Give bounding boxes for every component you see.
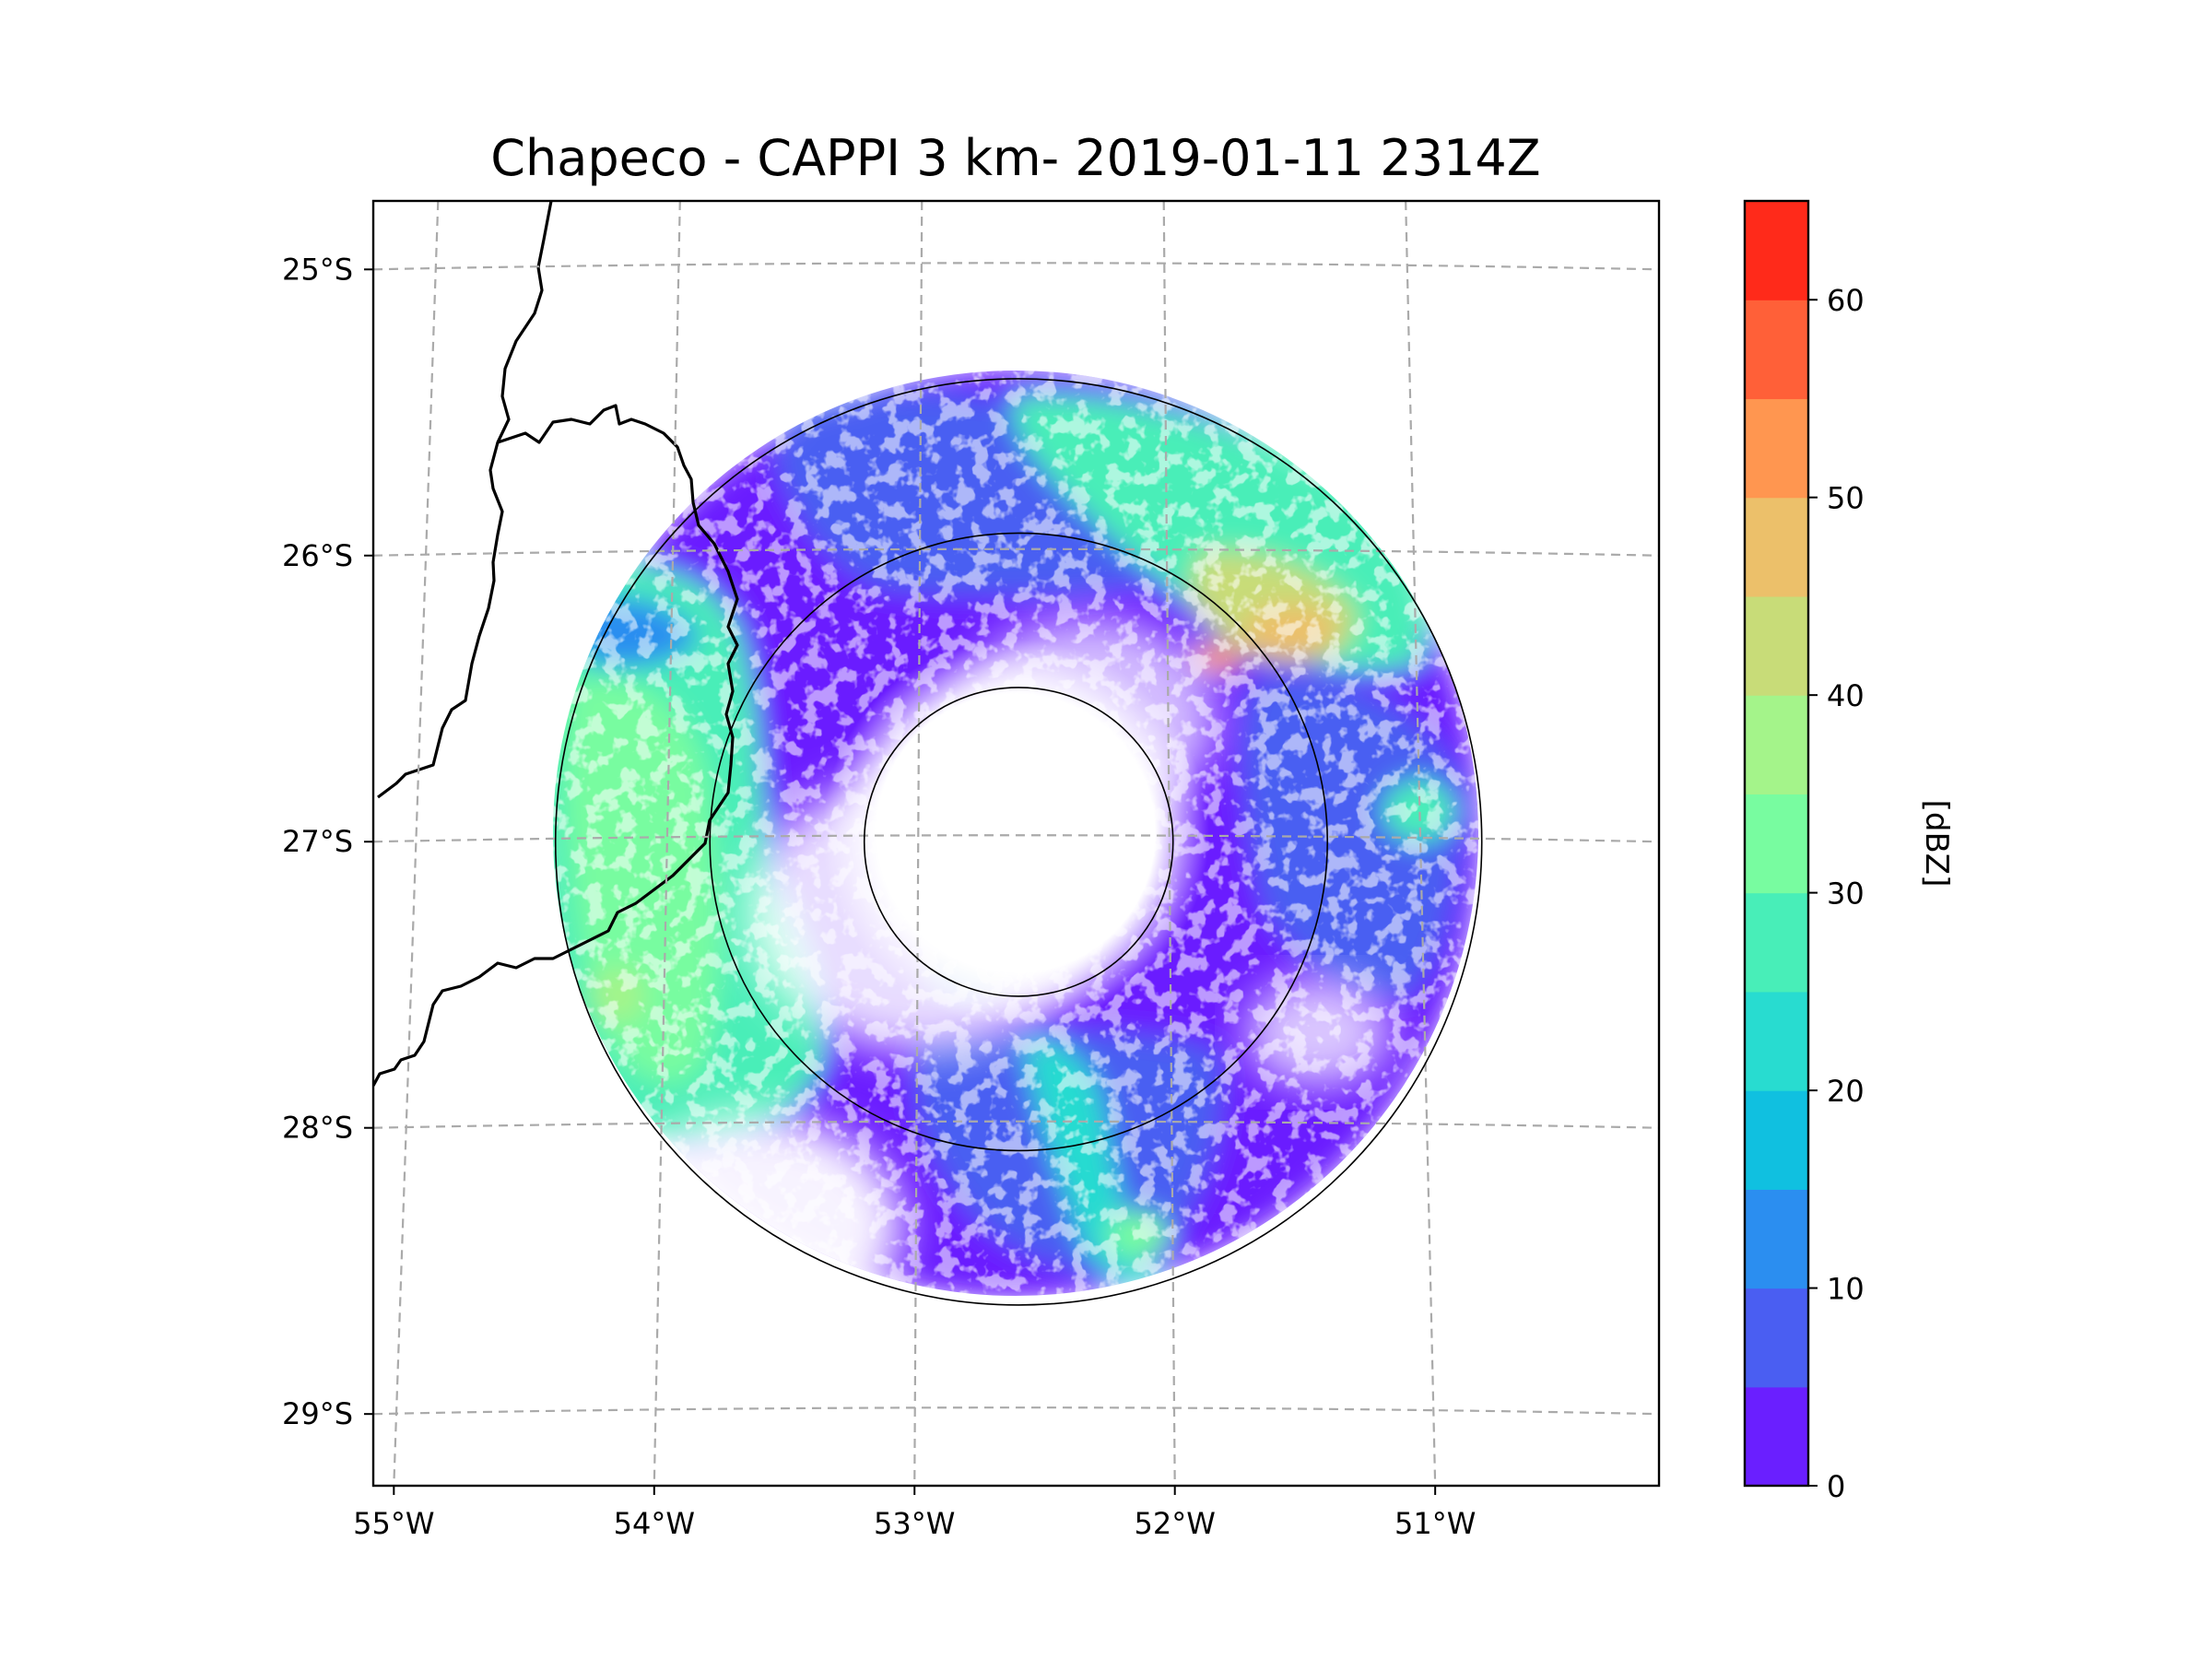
border-paraguay-brazil bbox=[377, 201, 553, 799]
latitude-tick-labels: 25°S 26°S 27°S 28°S 29°S bbox=[282, 252, 373, 1431]
colorbar-ticks: 0 10 20 30 40 50 60 bbox=[1808, 283, 1865, 1504]
colorbar-tick-label: 50 bbox=[1827, 481, 1865, 516]
parallel-27°S bbox=[373, 834, 1659, 843]
meridian-55°W bbox=[393, 201, 440, 1486]
colorbar-segment-15-20 bbox=[1745, 1090, 1808, 1190]
parallel-28°S bbox=[373, 1120, 1659, 1129]
lon-tick-label: 55°W bbox=[353, 1506, 434, 1541]
map-axes bbox=[371, 199, 1661, 1488]
colorbar-tick-label: 60 bbox=[1827, 283, 1865, 318]
map-frame bbox=[371, 199, 1661, 1488]
colorbar-segment-45-50 bbox=[1745, 497, 1808, 597]
colorbar-segment-55-60 bbox=[1745, 300, 1808, 400]
range-ring-100km bbox=[863, 687, 1174, 997]
lat-tick-label: 27°S bbox=[282, 824, 353, 859]
lon-tick-label: 53°W bbox=[874, 1506, 955, 1541]
parallel-26°S bbox=[373, 547, 1659, 557]
lon-tick-label: 52°W bbox=[1135, 1506, 1216, 1541]
range-rings bbox=[554, 378, 1483, 1306]
colorbar-segment-35-40 bbox=[1745, 695, 1808, 794]
colorbar-label: [dBZ] bbox=[1918, 800, 1955, 888]
map-gridlines bbox=[373, 201, 1659, 1486]
meridian-52°W bbox=[1162, 201, 1176, 1486]
meridian-53°W bbox=[913, 201, 924, 1486]
lon-tick-label: 54°W bbox=[614, 1506, 695, 1541]
colorbar-segment-30-35 bbox=[1745, 794, 1808, 894]
colorbar-frame bbox=[1743, 199, 1810, 1488]
border-argentina-parana bbox=[373, 404, 739, 1087]
colorbar: 0 10 20 30 40 50 60 [dBZ] bbox=[1743, 199, 1955, 1504]
meridian-54°W bbox=[653, 201, 681, 1486]
colorbar-segment-0-5 bbox=[1745, 1386, 1808, 1487]
lat-tick-label: 28°S bbox=[282, 1111, 353, 1146]
colorbar-tick-label: 0 bbox=[1827, 1469, 1845, 1504]
longitude-tick-labels: 55°W 54°W 53°W 52°W 51°W bbox=[353, 1486, 1476, 1541]
range-ring-300km bbox=[554, 378, 1483, 1306]
chart-title: Chapeco - CAPPI 3 km- 2019-01-11 2314Z bbox=[490, 129, 1540, 187]
colorbar-tick-label: 40 bbox=[1827, 678, 1865, 713]
range-ring-200km bbox=[709, 532, 1329, 1152]
political-boundaries bbox=[373, 201, 739, 1087]
colorbar-segment-5-10 bbox=[1745, 1288, 1808, 1388]
colorbar-segment-25-30 bbox=[1745, 892, 1808, 993]
parallel-29°S bbox=[373, 1406, 1659, 1416]
lat-tick-label: 25°S bbox=[282, 252, 353, 287]
clear-zone-inner bbox=[905, 723, 1126, 944]
colorbar-segment-20-25 bbox=[1745, 991, 1808, 1091]
colorbar-tick-label: 20 bbox=[1827, 1074, 1865, 1109]
colorbar-tick-label: 30 bbox=[1827, 877, 1865, 912]
lon-tick-label: 51°W bbox=[1394, 1506, 1476, 1541]
colorbar-tick-label: 10 bbox=[1827, 1272, 1865, 1307]
colorbar-segment-40-45 bbox=[1745, 595, 1808, 696]
colorbar-segments bbox=[1745, 201, 1808, 1487]
lat-tick-label: 29°S bbox=[282, 1396, 353, 1431]
parallel-25°S bbox=[373, 262, 1659, 271]
colorbar-segment-50-55 bbox=[1745, 398, 1808, 499]
colorbar-segment-10-15 bbox=[1745, 1189, 1808, 1289]
lat-tick-label: 26°S bbox=[282, 538, 353, 573]
meridian-51°W bbox=[1405, 201, 1437, 1486]
colorbar-segment-60-65 bbox=[1745, 201, 1808, 300]
